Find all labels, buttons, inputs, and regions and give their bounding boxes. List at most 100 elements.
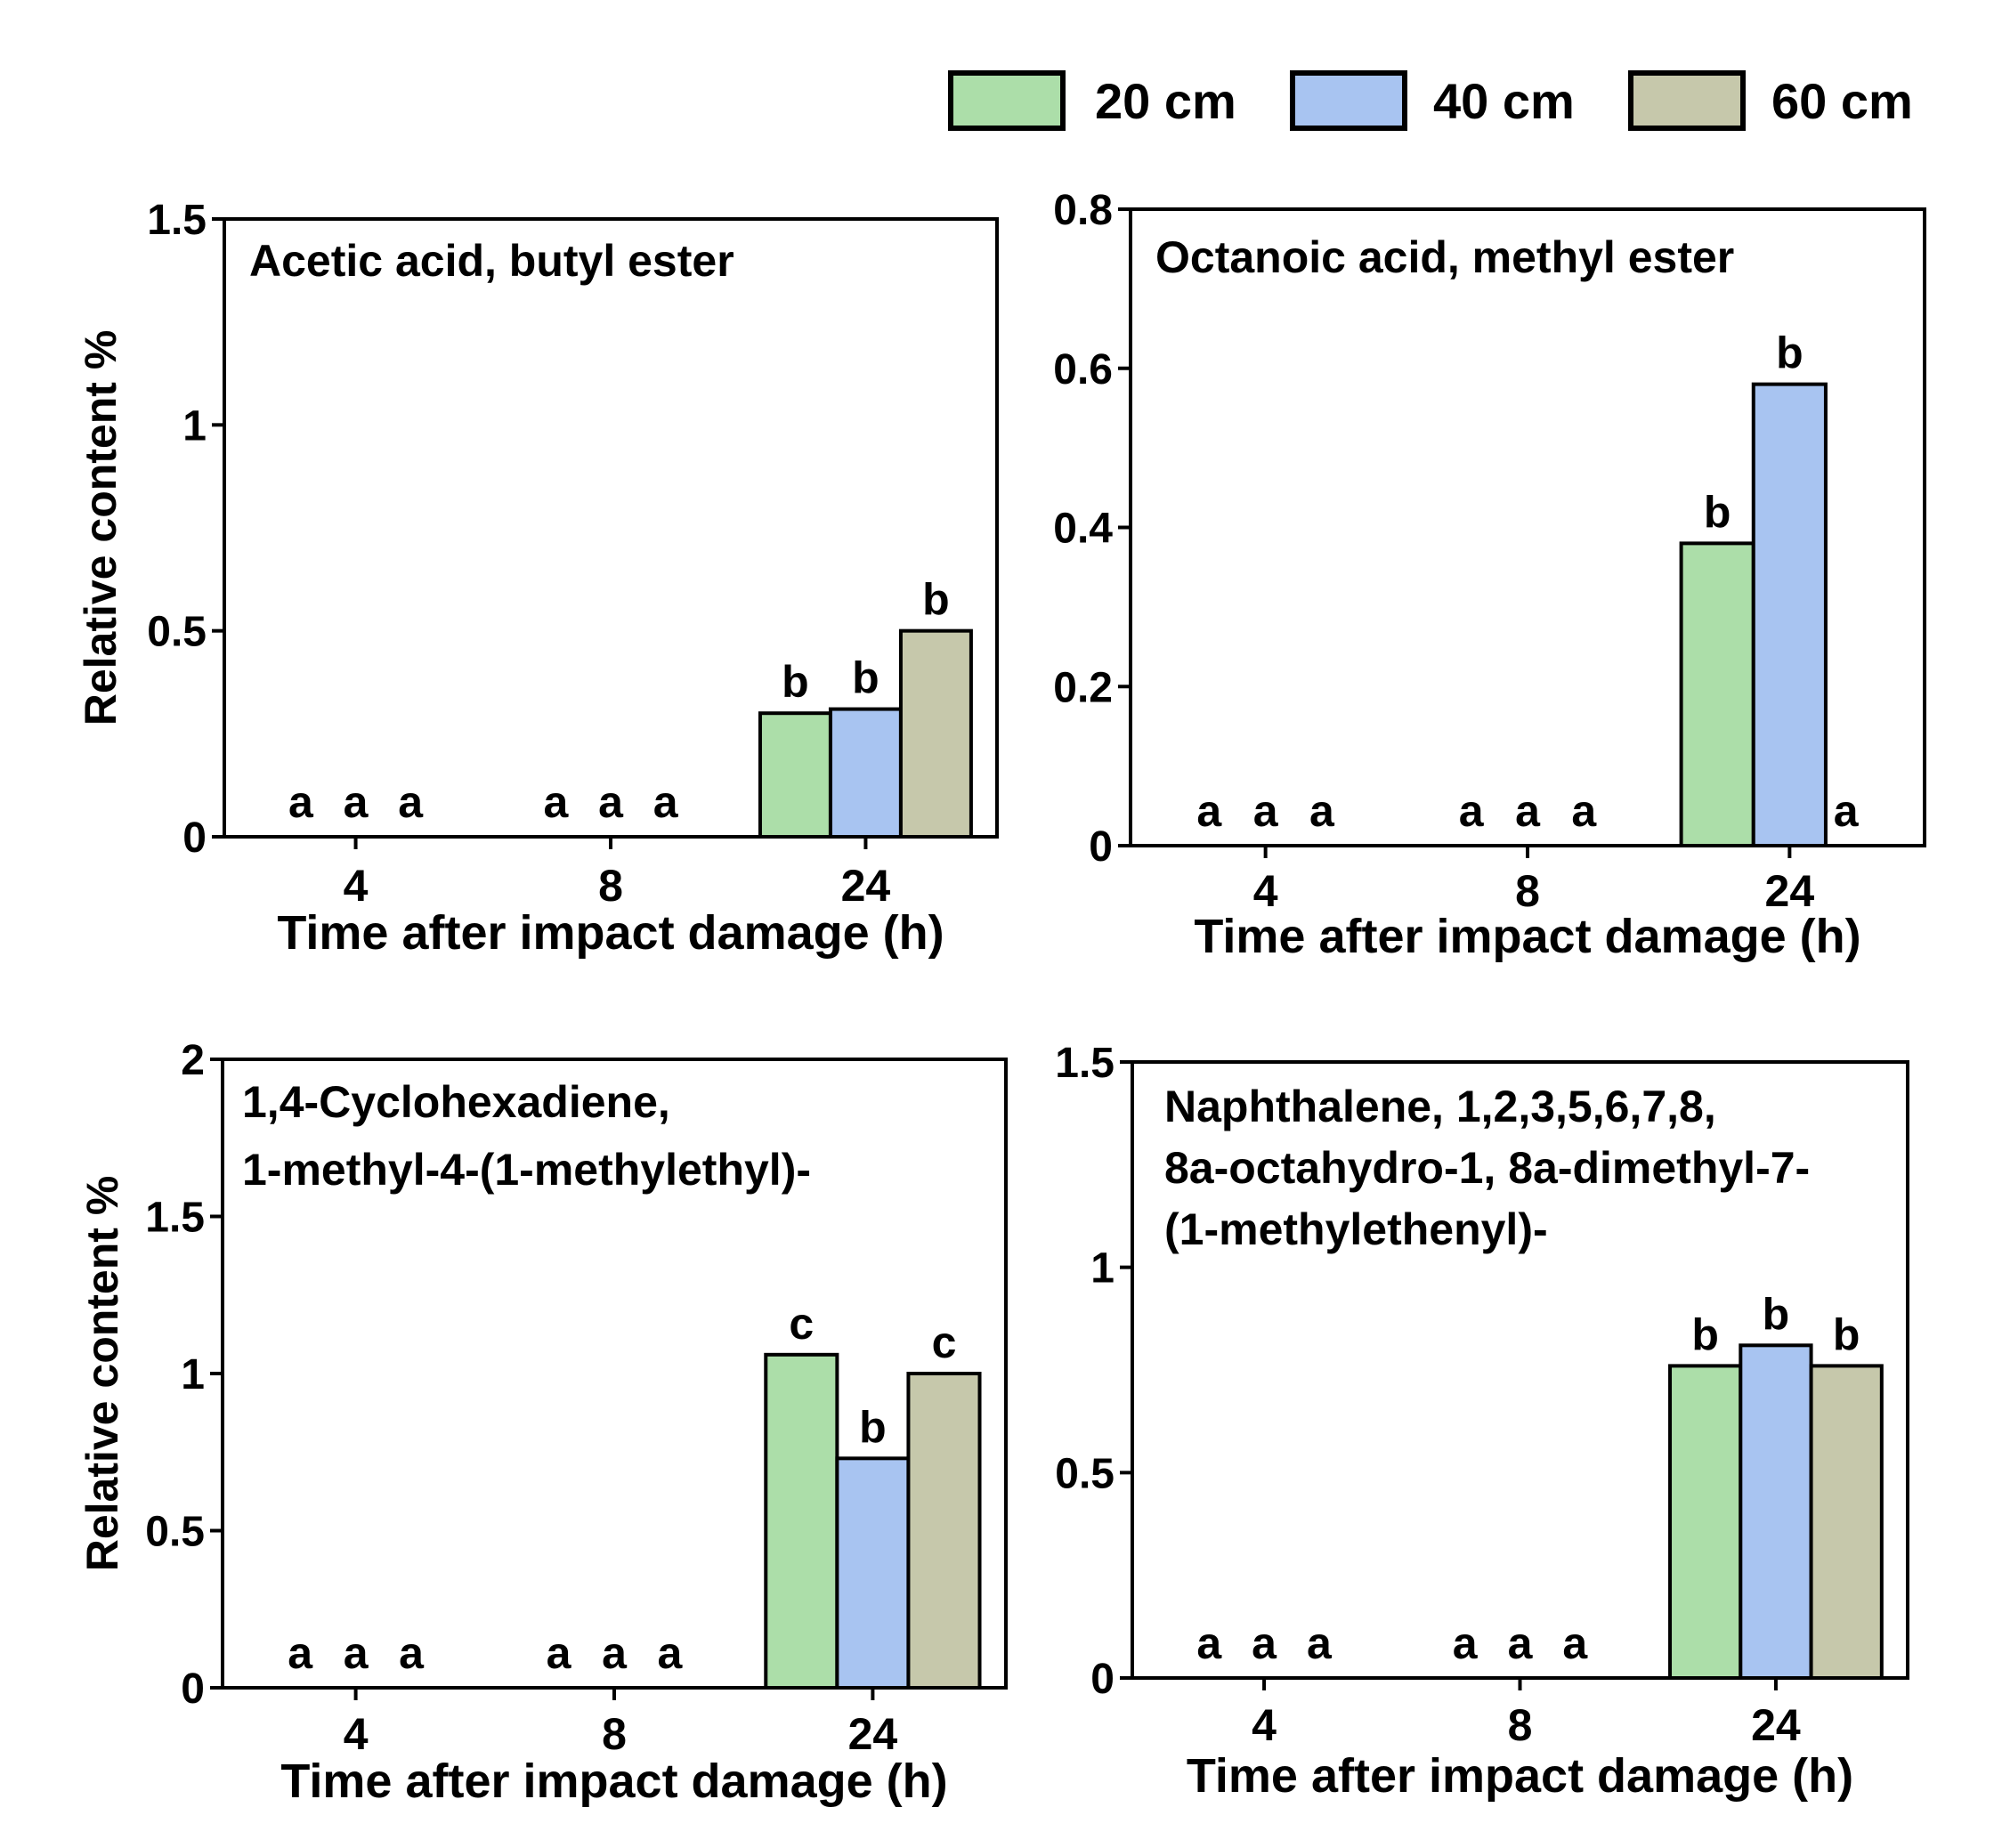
y-tick-label: 0.8 — [1053, 187, 1113, 234]
y-tick-label: 1.5 — [147, 197, 207, 244]
significance-letter: a — [598, 777, 624, 827]
y-tick-label: 1.5 — [145, 1195, 205, 1242]
bar-24h-20cm — [764, 1352, 839, 1690]
significance-letter: b — [1833, 1309, 1860, 1359]
compound-title: 1-methyl-4-(1-methylethyl)- — [242, 1145, 811, 1195]
significance-letter: b — [922, 575, 950, 625]
compound-title: (1-methylethenyl)- — [1164, 1204, 1548, 1254]
compound-title: Naphthalene, 1,2,3,5,6,7,8, — [1164, 1082, 1716, 1131]
compound-title: Octanoic acid, methyl ester — [1155, 232, 1734, 282]
significance-letter: b — [782, 657, 809, 707]
x-tick-label: 4 — [1252, 1700, 1277, 1750]
bar-24h-60cm — [898, 628, 973, 839]
legend-label-2: 40 cm — [1433, 73, 1575, 129]
bar-24h-40cm — [828, 707, 903, 839]
x-tick-label: 8 — [1508, 1700, 1533, 1750]
significance-letter: c — [932, 1317, 957, 1367]
y-tick-label: 0.5 — [1055, 1450, 1115, 1497]
compound-title: Acetic acid, butyl ester — [249, 236, 734, 286]
y-tick-label: 0 — [1090, 1656, 1115, 1703]
y-tick-label: 1.5 — [1055, 1040, 1115, 1087]
significance-letter: a — [288, 777, 314, 827]
significance-letter: a — [1834, 786, 1860, 836]
y-tick-label: 1 — [1090, 1245, 1115, 1293]
significance-letter: a — [1571, 786, 1597, 836]
bar-24h-40cm — [1739, 1343, 1813, 1680]
significance-letter: a — [1459, 786, 1485, 836]
bar-24h-20cm — [1679, 541, 1755, 847]
significance-letter: a — [658, 1628, 684, 1678]
y-tick-label: 0.2 — [1053, 664, 1113, 711]
y-tick-label: 0.6 — [1053, 346, 1113, 393]
x-tick-label: 4 — [1253, 866, 1278, 916]
significance-letter: a — [1309, 786, 1335, 836]
x-tick-label: 24 — [1751, 1700, 1801, 1750]
x-axis-label: Time after impact damage (h) — [280, 1755, 947, 1808]
y-tick-label: 2 — [181, 1037, 205, 1084]
x-tick-label: 24 — [848, 1709, 898, 1759]
y-tick-label: 1 — [181, 1351, 205, 1398]
bar-24h-60cm — [906, 1372, 982, 1690]
y-axis-label: Relative content % — [76, 330, 126, 726]
y-tick-label: 0 — [182, 815, 207, 862]
significance-letter: b — [1704, 487, 1731, 537]
bar-24h-60cm — [1809, 1364, 1884, 1681]
y-tick-label: 0.4 — [1053, 506, 1113, 553]
x-axis-label: Time after impact damage (h) — [1187, 1749, 1853, 1803]
x-tick-label: 8 — [602, 1709, 627, 1759]
significance-letter: a — [1562, 1618, 1588, 1668]
legend-swatch-2 — [1290, 70, 1407, 131]
y-axis-label: Relative content % — [77, 1176, 127, 1572]
significance-letter: a — [344, 777, 369, 827]
legend-swatch-1 — [948, 70, 1066, 131]
y-tick-label: 0 — [1089, 823, 1113, 871]
significance-letter: b — [852, 653, 879, 703]
y-tick-label: 0 — [181, 1666, 205, 1713]
significance-letter: a — [1453, 1618, 1479, 1668]
y-tick-label: 0.5 — [145, 1509, 205, 1556]
legend-label-3: 60 cm — [1771, 73, 1913, 129]
significance-letter: b — [1763, 1289, 1790, 1339]
significance-letter: a — [1252, 1618, 1277, 1668]
x-tick-label: 8 — [598, 861, 623, 911]
significance-letter: b — [1691, 1309, 1719, 1359]
significance-letter: b — [859, 1402, 887, 1452]
x-tick-label: 8 — [1515, 866, 1540, 916]
bar-24h-40cm — [1751, 382, 1828, 847]
significance-letter: b — [1776, 328, 1804, 378]
significance-letter: a — [1253, 786, 1279, 836]
significance-letter: a — [399, 1628, 425, 1678]
x-tick-label: 24 — [1765, 866, 1815, 916]
legend: 20 cm 40 cm 60 cm — [948, 70, 1913, 131]
compound-title: 1,4-Cyclohexadiene, — [242, 1077, 670, 1127]
significance-letter: a — [1307, 1618, 1333, 1668]
y-tick-label: 0.5 — [147, 609, 207, 656]
significance-letter: a — [653, 777, 679, 827]
bar-24h-40cm — [835, 1456, 911, 1690]
x-tick-label: 4 — [344, 861, 369, 911]
bar-24h-20cm — [1668, 1364, 1743, 1681]
significance-letter: a — [398, 777, 424, 827]
significance-letter: a — [602, 1628, 628, 1678]
significance-letter: a — [344, 1628, 369, 1678]
y-tick-label: 1 — [182, 402, 207, 450]
x-tick-label: 4 — [344, 1709, 369, 1759]
significance-letter: a — [1515, 786, 1541, 836]
x-axis-label: Time after impact damage (h) — [1194, 910, 1860, 963]
legend-swatch-3 — [1628, 70, 1746, 131]
legend-label-1: 20 cm — [1095, 73, 1236, 129]
bar-24h-20cm — [758, 711, 832, 839]
significance-letter: a — [288, 1628, 313, 1678]
compound-title: 8a-octahydro-1, 8a-dimethyl-7- — [1164, 1143, 1810, 1193]
significance-letter: a — [1196, 786, 1222, 836]
significance-letter: a — [547, 1628, 572, 1678]
significance-letter: a — [1508, 1618, 1534, 1668]
significance-letter: c — [789, 1299, 814, 1349]
significance-letter: a — [543, 777, 569, 827]
significance-letter: a — [1196, 1618, 1222, 1668]
